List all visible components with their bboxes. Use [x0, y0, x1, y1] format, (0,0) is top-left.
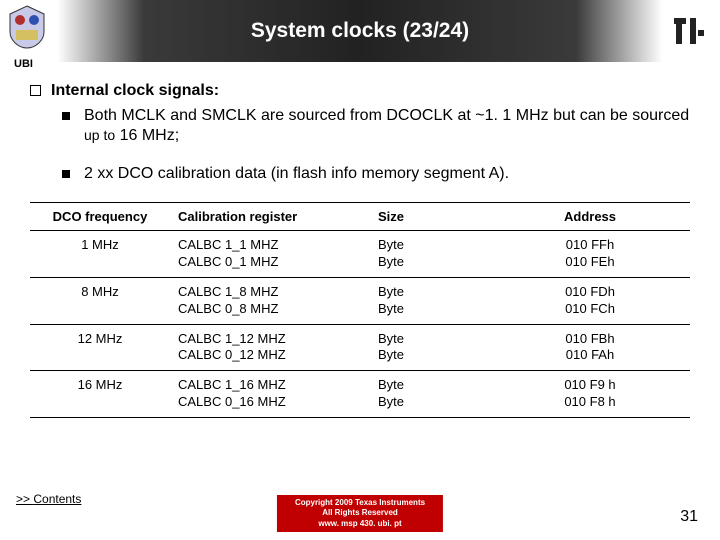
cell-freq: 1 MHz	[30, 231, 170, 278]
filled-square-bullet-icon	[62, 112, 70, 120]
hollow-square-bullet-icon	[30, 85, 41, 96]
cell-reg: CALBC 1_12 MHZCALBC 0_12 MHZ	[170, 324, 370, 371]
cell-size: ByteByte	[370, 371, 490, 418]
sub1-part-c: 16 MHz;	[115, 127, 179, 144]
main-bullet: Internal clock signals:	[30, 82, 690, 100]
filled-square-bullet-icon	[62, 170, 70, 178]
table-header-row: DCO frequency Calibration register Size …	[30, 203, 690, 231]
contents-link[interactable]: >> Contents	[16, 492, 81, 506]
sub-bullet-2: 2 xx DCO calibration data (in flash info…	[62, 164, 690, 184]
ubi-label: UBI	[14, 58, 33, 70]
table-row: 12 MHzCALBC 1_12 MHZCALBC 0_12 MHZByteBy…	[30, 324, 690, 371]
cell-reg: CALBC 1_8 MHZCALBC 0_8 MHZ	[170, 277, 370, 324]
footer: >> Contents Copyright 2009 Texas Instrum…	[0, 480, 720, 540]
content-area: Internal clock signals: Both MCLK and SM…	[0, 62, 720, 418]
cell-size: ByteByte	[370, 324, 490, 371]
contents-prefix: >>	[16, 492, 33, 506]
ubi-logo-icon	[6, 4, 48, 50]
col-dco-freq: DCO frequency	[30, 203, 170, 231]
table-row: 16 MHzCALBC 1_16 MHZCALBC 0_16 MHZByteBy…	[30, 371, 690, 418]
col-cal-reg: Calibration register	[170, 203, 370, 231]
dco-table: DCO frequency Calibration register Size …	[30, 202, 690, 418]
cell-reg: CALBC 1_1 MHZCALBC 0_1 MHZ	[170, 231, 370, 278]
table-row: 1 MHzCALBC 1_1 MHZCALBC 0_1 MHZByteByte0…	[30, 231, 690, 278]
cell-reg: CALBC 1_16 MHZCALBC 0_16 MHZ	[170, 371, 370, 418]
sub1-part-a: Both MCLK and SMCLK are sourced from DCO…	[84, 107, 689, 124]
copyright-line1: Copyright 2009 Texas Instruments	[295, 498, 425, 508]
copyright-line2: All Rights Reserved	[295, 508, 425, 518]
page-number: 31	[680, 508, 698, 526]
cell-freq: 8 MHz	[30, 277, 170, 324]
cell-addr: 010 FDh010 FCh	[490, 277, 690, 324]
cell-size: ByteByte	[370, 277, 490, 324]
cell-addr: 010 FFh010 FEh	[490, 231, 690, 278]
copyright-box: Copyright 2009 Texas Instruments All Rig…	[277, 495, 443, 532]
cell-addr: 010 FBh010 FAh	[490, 324, 690, 371]
col-size: Size	[370, 203, 490, 231]
sub1-part-b: up to	[84, 127, 115, 143]
page-title: System clocks (23/24)	[251, 19, 469, 43]
cell-freq: 12 MHz	[30, 324, 170, 371]
table-row: 8 MHzCALBC 1_8 MHZCALBC 0_8 MHZByteByte0…	[30, 277, 690, 324]
main-heading: Internal clock signals:	[51, 82, 219, 100]
header-bar: System clocks (23/24)	[0, 0, 720, 62]
sub-text-2: 2 xx DCO calibration data (in flash info…	[84, 164, 509, 184]
contents-text: Contents	[33, 492, 81, 506]
cell-addr: 010 F9 h010 F8 h	[490, 371, 690, 418]
sub-text-1: Both MCLK and SMCLK are sourced from DCO…	[84, 106, 690, 146]
col-address: Address	[490, 203, 690, 231]
ti-logo-icon	[668, 10, 710, 52]
cell-size: ByteByte	[370, 231, 490, 278]
cell-freq: 16 MHz	[30, 371, 170, 418]
sub-bullet-1: Both MCLK and SMCLK are sourced from DCO…	[62, 106, 690, 146]
table-body: 1 MHzCALBC 1_1 MHZCALBC 0_1 MHZByteByte0…	[30, 231, 690, 418]
footer-url: www. msp 430. ubi. pt	[295, 519, 425, 529]
